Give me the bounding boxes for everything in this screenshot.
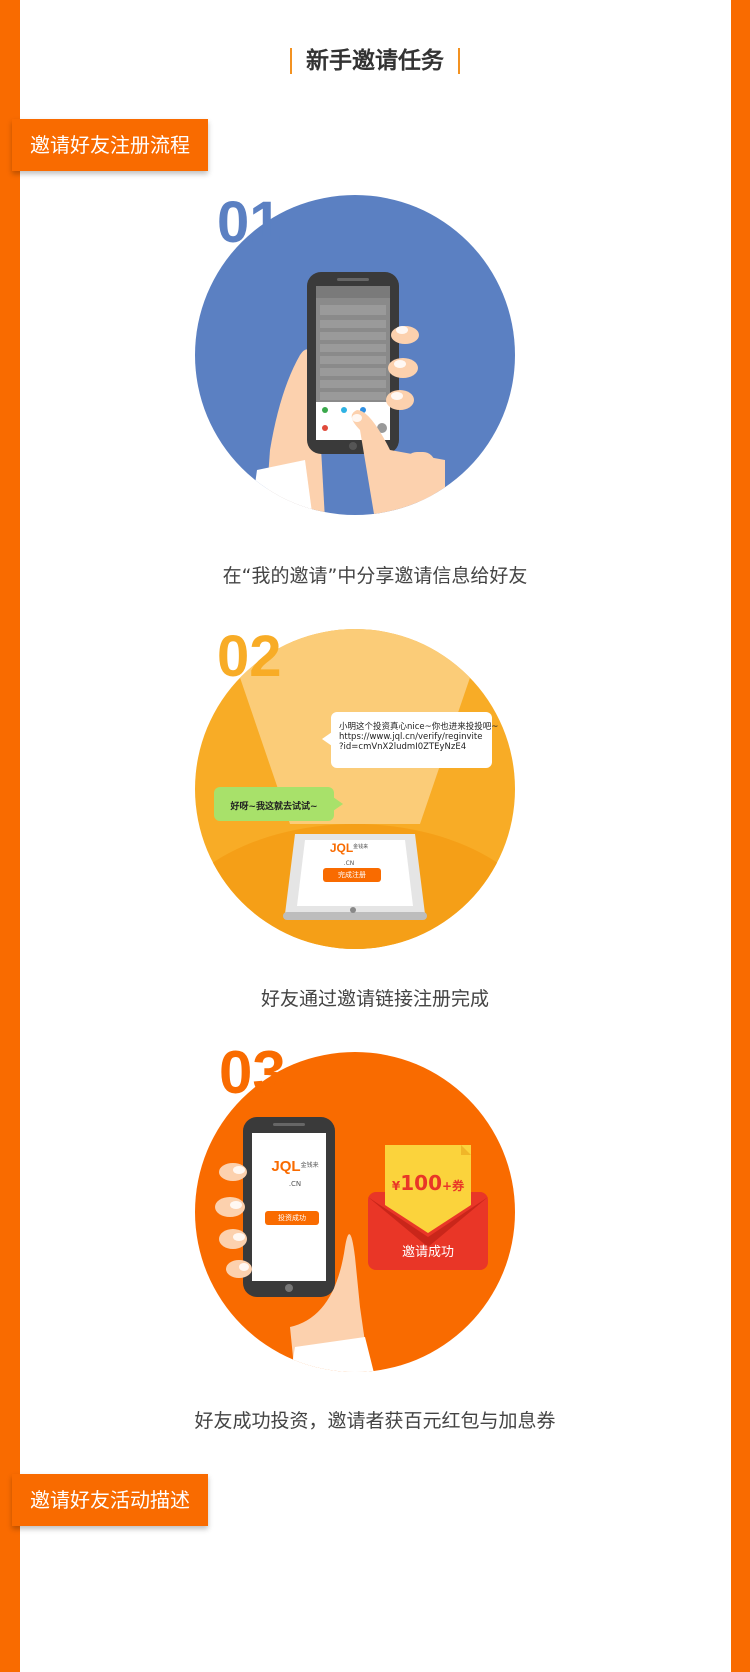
tablet-logo-text: JQL — [329, 841, 354, 855]
page-title-text: 新手邀请任务 — [290, 48, 460, 74]
section-tag-description: 邀请好友活动描述 — [12, 1474, 208, 1526]
coupon-yen: ¥ — [391, 1179, 401, 1193]
bubble-tail-left — [322, 732, 332, 746]
section-tag-flow: 邀请好友注册流程 — [12, 119, 208, 171]
tablet-register-button: 完成注册 — [338, 871, 366, 879]
tablet-logo: JQL金钱来 .CN — [327, 841, 371, 870]
coupon-label: ¥100+券 — [385, 1171, 471, 1198]
coupon-suffix: +券 — [442, 1179, 465, 1193]
bubble-reply-text: 好呀~我这就去试试~ — [230, 802, 318, 812]
page-title: 新手邀请任务 — [0, 48, 750, 74]
step-1-illustration — [195, 195, 515, 515]
bubble-invite-line-2: https://www.jql.cn/verify/reginvite — [339, 732, 483, 742]
coupon-value: 100 — [400, 1171, 443, 1195]
page-right-border — [731, 0, 750, 1672]
step-3-caption: 好友成功投资，邀请者获百元红包与加息券 — [194, 1410, 556, 1432]
phone-logo-sub: 金钱来 — [300, 1162, 319, 1169]
bubble-tail-right — [333, 797, 343, 811]
step-2-caption: 好友通过邀请链接注册完成 — [260, 988, 489, 1010]
chat-bubble-invite: 小明这个投资真心nice~你也进来投投吧~ https://www.jql.cn… — [322, 712, 499, 768]
phone-logo-text: JQL — [271, 1158, 301, 1175]
step-3-illustration — [195, 1052, 515, 1372]
phone-logo-cn: .CN — [288, 1180, 302, 1188]
chat-bubble-reply: 好呀~我这就去试试~ — [214, 787, 343, 821]
tablet-logo-sub: 金钱来 — [353, 844, 369, 850]
step-1-number: 01 — [217, 190, 282, 255]
step-2-number: 02 — [217, 624, 282, 689]
tablet-logo-cn: .CN — [343, 860, 355, 867]
step-3-number: 03 — [219, 1039, 286, 1106]
phone-logo: JQL金钱来 .CN — [258, 1159, 332, 1191]
envelope-text: 邀请成功 — [401, 1245, 454, 1260]
step-2-illustration — [195, 629, 515, 949]
bubble-invite-line-1: 小明这个投资真心nice~你也进来投投吧~ — [339, 722, 499, 732]
step-1-caption: 在“我的邀请”中分享邀请信息给好友 — [222, 565, 528, 587]
page-left-border — [0, 0, 20, 1672]
bubble-invite-line-3: ?id=cmVnX2ludmI0ZTEyNzE4 — [339, 742, 467, 752]
phone-invest-button: 投资成功 — [278, 1214, 306, 1222]
